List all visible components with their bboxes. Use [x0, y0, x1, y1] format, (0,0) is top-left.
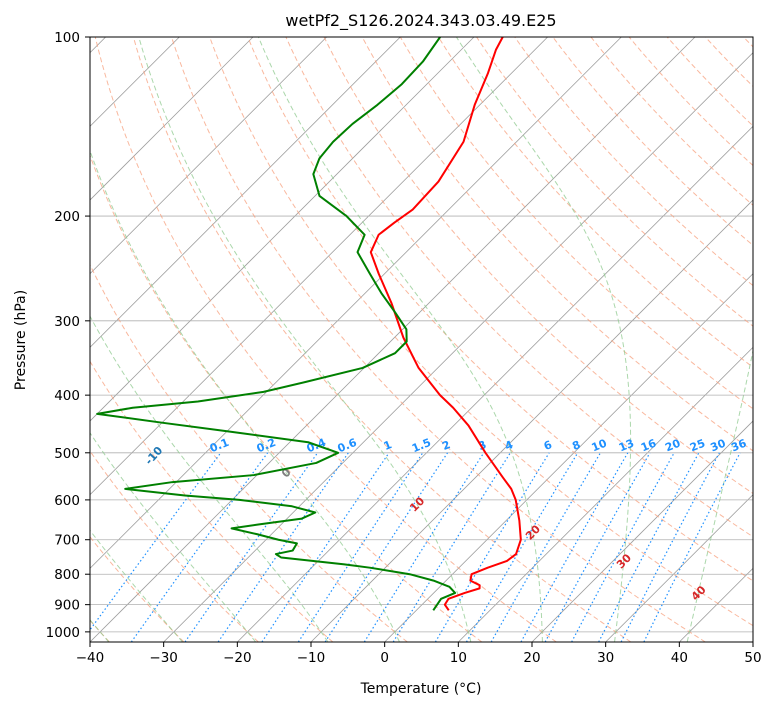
mixing-ratio-line [90, 452, 222, 631]
dry-adiabat [90, 263, 408, 642]
mixing-ratio-label: 36 [729, 437, 748, 455]
y-tick-label: 900 [54, 598, 80, 614]
dry-adiabat [90, 154, 483, 642]
y-tick-label: 700 [54, 533, 80, 549]
isotherm [384, 273, 753, 642]
isotherm [90, 37, 622, 569]
mixing-ratio-line [261, 452, 390, 642]
isotherm [163, 52, 753, 642]
mixing-ratio-label: 16 [639, 437, 658, 455]
x-tick-label: −20 [223, 650, 252, 666]
isotherm [752, 641, 753, 642]
mixing-ratio-line [217, 452, 349, 642]
isotherm [310, 199, 753, 642]
mixing-ratio-line [520, 452, 629, 642]
isotherm [90, 37, 254, 201]
y-tick-label: 200 [54, 209, 80, 225]
dry-adiabat [209, 37, 753, 627]
dry-adiabat [90, 450, 259, 642]
mixing-ratio-label: 8 [570, 438, 582, 453]
mixing-ratio-label: 2 [440, 438, 452, 453]
x-tick-label: 10 [450, 650, 467, 666]
y-tick-label: 600 [54, 493, 80, 509]
mixing-ratio-line [363, 452, 485, 642]
mixing-ratio-line [620, 452, 720, 642]
isotherm [90, 37, 548, 496]
mixing-ratio-line [598, 452, 700, 642]
x-tick-label: 40 [671, 650, 688, 666]
dry-adiabat [90, 536, 185, 642]
plot-background [90, 37, 753, 642]
y-tick-label: 500 [54, 446, 80, 462]
dry-adiabats [90, 37, 753, 642]
mixing-ratio-line [324, 452, 449, 642]
dry-adiabat [476, 37, 753, 327]
x-tick-label: 20 [523, 650, 540, 666]
mixing-ratio-label: 3 [476, 438, 488, 453]
dry-adiabat-label: -30 [0, 374, 5, 398]
mixing-ratio-line [490, 452, 601, 642]
mixing-ratio-label: 30 [708, 437, 727, 455]
isotherm [531, 420, 753, 642]
moist-adiabat [90, 149, 400, 642]
y-tick-label: 100 [54, 30, 80, 46]
isotherm [90, 37, 475, 422]
mixing-ratio-line [184, 452, 319, 642]
isotherm [90, 37, 696, 642]
y-axis-ticks: 100 200 300 400 500 600 700 800 900 1000 [46, 30, 90, 641]
x-tick-label: −30 [149, 650, 178, 666]
isotherm [605, 494, 753, 642]
mixing-ratio-label: 20 [663, 437, 682, 455]
dry-adiabat [323, 37, 753, 495]
dry-adiabat [171, 37, 706, 642]
moist-adiabat [686, 348, 753, 642]
isotherm [237, 125, 753, 642]
dry-adiabat [132, 37, 632, 642]
dry-adiabat-label: -20 [60, 411, 83, 435]
mixing-ratio-label: 13 [617, 437, 636, 455]
isotherm [90, 37, 327, 275]
x-tick-label: 0 [380, 650, 389, 666]
y-tick-label: 800 [54, 567, 80, 583]
x-tick-label: −10 [297, 650, 326, 666]
mixing-ratio-label: 1 [382, 438, 394, 453]
dry-adiabat [399, 37, 753, 410]
x-axis-ticks: −40 −30 −20 −10 0 10 20 30 40 50 [76, 642, 762, 666]
isotherm [90, 37, 401, 348]
gridlines [90, 37, 753, 642]
moist-adiabat [90, 315, 329, 642]
moist-adiabat [257, 37, 543, 642]
dry-adiabat [361, 37, 753, 452]
moist-adiabat [90, 431, 257, 642]
plot-frame [89, 36, 754, 643]
y-tick-label: 400 [54, 388, 80, 404]
dry-adiabat [94, 37, 557, 642]
chart-title: wetPf2_S126.2024.343.03.49.E25 [285, 11, 556, 31]
mixing-ratio-line [544, 452, 651, 642]
x-tick-label: −40 [76, 650, 105, 666]
y-axis-label: Pressure (hPa) [13, 290, 29, 390]
moist-adiabat [455, 37, 632, 642]
x-tick-label: 30 [597, 650, 614, 666]
dry-adiabat [90, 360, 334, 642]
dewpoint-profile [96, 37, 457, 611]
mixing-ratio-label: 25 [688, 437, 707, 455]
y-tick-label: 1000 [46, 625, 80, 641]
temperature-profile [369, 37, 522, 611]
mixing-ratio-line [130, 452, 269, 642]
y-tick-label: 300 [54, 314, 80, 330]
dry-adiabat [247, 37, 753, 582]
sounding-profiles [96, 37, 522, 611]
x-axis-label: Temperature (°C) [360, 681, 482, 697]
mixing-ratio-label: 10 [590, 437, 609, 455]
x-tick-label: 50 [744, 650, 761, 666]
